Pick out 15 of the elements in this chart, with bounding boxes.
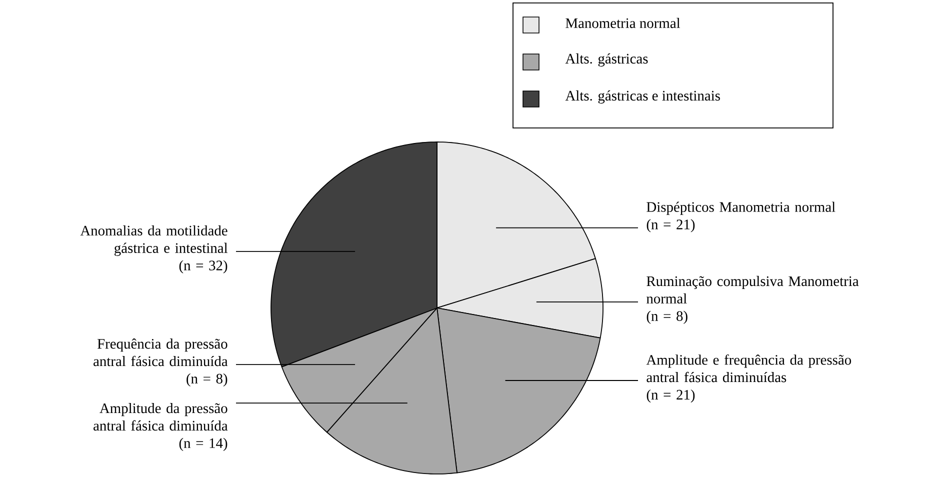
data-label: (n = 21) [646,219,695,232]
data-label: (n = 8) [186,373,228,387]
data-label: (n = 32) [179,260,228,274]
text: Alts. gástricas [565,53,648,67]
slice-label: Anomalias da motilidade gástrica e intestinal [80,225,228,256]
slice-label: Amplitude e frequência da pressão antral fásica diminuídas [646,354,852,382]
text: Alts. gástricas e intestinais [565,90,720,104]
text: Manometria normal [566,18,680,28]
slice-label: Frequência da pressão antral fásica diminuída [94,338,228,366]
data-label: (n = 8) [646,310,688,324]
slice-label: Ruminação compulsiva Manometria normal [646,276,859,304]
data-label: (n = 14) [179,438,228,451]
slice-label: Dispépticos Manometria normal [646,202,836,215]
slice-label: Amplitude da pressão antral fásica diminuída [94,403,228,431]
data-label: (n = 21) [646,389,695,403]
